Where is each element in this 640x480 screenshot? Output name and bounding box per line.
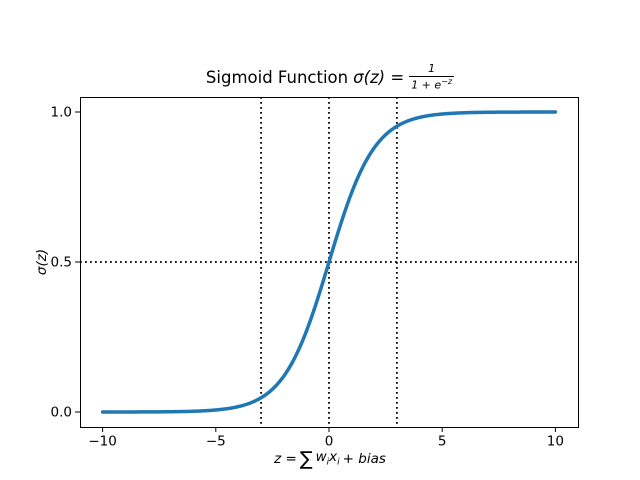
xlabel-x-subscript: i <box>337 457 340 468</box>
xlabel-w: w <box>315 449 327 466</box>
denominator-base: 1 + e <box>411 78 442 92</box>
xlabel-terms: wixi <box>316 449 340 468</box>
fraction-denominator: 1 + e−z <box>409 75 455 92</box>
x-tick-label: 0 <box>325 434 334 450</box>
x-tick-label: −5 <box>206 434 226 450</box>
sum-symbol: ∑ <box>299 448 313 470</box>
title-formula-lhs: σ(z) = <box>353 67 405 87</box>
x-tick-label: 10 <box>547 434 564 450</box>
y-tick-label: 1.0 <box>51 105 72 121</box>
sigmoid-curve <box>100 110 558 414</box>
xlabel-x: x <box>329 449 338 466</box>
y-tick-label: 0.5 <box>51 255 72 271</box>
chart-title: Sigmoid Function σ(z) = 1 1 + e−z <box>205 62 455 92</box>
x-tick-label: 5 <box>438 434 447 450</box>
xlabel-lhs: z = <box>274 450 297 467</box>
x-axis-label: z = ∑ wixi + bias <box>274 449 386 468</box>
denominator-exponent: −z <box>441 76 453 86</box>
xlabel-bias: + bias <box>342 450 386 467</box>
y-tick-label: 0.0 <box>51 405 72 421</box>
title-text: Sigmoid Function <box>205 67 349 87</box>
fraction-numerator: 1 <box>428 62 436 75</box>
xlabel-w-subscript: i <box>326 457 330 468</box>
y-axis-label: σ(z) <box>34 248 50 276</box>
title-fraction: 1 1 + e−z <box>409 62 455 92</box>
x-tick-label: −10 <box>88 434 117 450</box>
